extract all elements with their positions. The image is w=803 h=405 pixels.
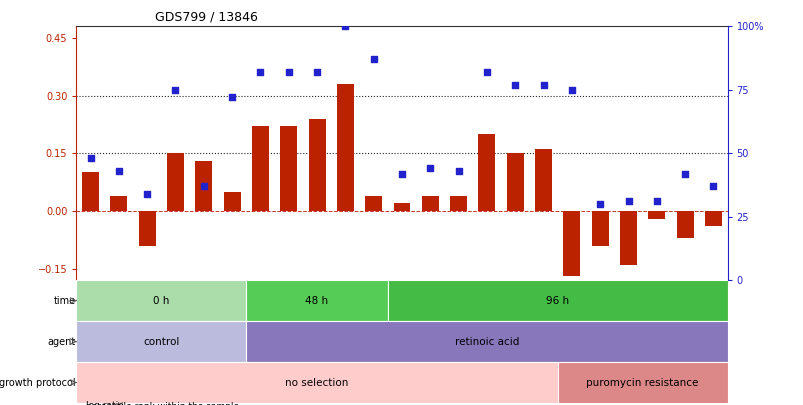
Bar (387, 280, 727, 321)
Point (678, 171, 691, 177)
Bar (138, 211, 156, 245)
Text: retinoic acid: retinoic acid (454, 337, 519, 347)
Bar (76, 280, 246, 321)
Point (536, 81, 549, 88)
Bar (450, 196, 467, 211)
Text: growth protocol: growth protocol (0, 377, 75, 388)
Text: GSM26017: GSM26017 (454, 326, 463, 367)
Text: GSM26011: GSM26011 (284, 326, 293, 367)
Bar (251, 126, 268, 211)
Bar (557, 362, 727, 403)
Bar (336, 84, 353, 211)
Bar (591, 211, 608, 245)
Text: GSM26015: GSM26015 (397, 326, 406, 367)
Point (565, 87, 577, 93)
Text: GSM26006: GSM26006 (142, 326, 152, 368)
Text: GSM25978: GSM25978 (86, 326, 95, 367)
Text: GSM26019: GSM26019 (510, 326, 519, 367)
Point (282, 69, 295, 75)
Point (141, 191, 153, 197)
Bar (563, 211, 580, 276)
Text: 48 h: 48 h (305, 296, 328, 306)
Point (339, 23, 352, 30)
Point (226, 94, 238, 100)
Text: GSM26025: GSM26025 (680, 326, 689, 367)
Bar (393, 203, 410, 211)
Text: no selection: no selection (285, 377, 349, 388)
Text: control: control (143, 337, 179, 347)
Text: 96 h: 96 h (545, 296, 569, 306)
Text: log ratio: log ratio (86, 401, 124, 405)
Point (169, 87, 181, 93)
Bar (223, 192, 240, 211)
Bar (167, 153, 184, 211)
Point (650, 198, 662, 205)
Point (451, 168, 464, 174)
Text: GSM26020: GSM26020 (538, 326, 548, 367)
Text: GSM26016: GSM26016 (426, 326, 434, 367)
Bar (195, 161, 212, 211)
Point (395, 171, 408, 177)
Text: time: time (54, 296, 75, 306)
Point (310, 69, 323, 75)
Point (112, 168, 125, 174)
Bar (76, 321, 246, 362)
Text: GSM26010: GSM26010 (255, 326, 265, 367)
Text: GSM26026: GSM26026 (708, 326, 717, 367)
Point (254, 69, 267, 75)
Bar (704, 211, 721, 226)
Point (593, 201, 606, 207)
Bar (365, 196, 381, 211)
Text: GDS799 / 13846: GDS799 / 13846 (154, 11, 257, 24)
Bar (82, 173, 99, 211)
Text: GSM26007: GSM26007 (171, 326, 180, 368)
Point (367, 56, 380, 62)
Text: GSM26022: GSM26022 (595, 326, 604, 367)
Text: GSM26021: GSM26021 (567, 326, 576, 367)
Bar (246, 280, 387, 321)
Point (706, 183, 719, 190)
Point (480, 69, 493, 75)
Bar (422, 196, 438, 211)
Text: GSM26013: GSM26013 (340, 326, 349, 367)
Text: puromycin resistance: puromycin resistance (585, 377, 698, 388)
Bar (478, 134, 495, 211)
Text: agent: agent (47, 337, 75, 347)
Bar (110, 196, 127, 211)
Bar (76, 362, 557, 403)
Bar (280, 126, 297, 211)
Point (197, 183, 210, 190)
Text: 0 h: 0 h (153, 296, 169, 306)
Text: GSM26024: GSM26024 (651, 326, 661, 367)
Text: GSM26023: GSM26023 (623, 326, 632, 367)
Bar (308, 119, 325, 211)
Text: GSM26014: GSM26014 (369, 326, 377, 367)
Text: GSM26018: GSM26018 (482, 326, 491, 367)
Point (508, 81, 521, 88)
Bar (246, 321, 727, 362)
Bar (676, 211, 693, 238)
Text: GSM26009: GSM26009 (227, 326, 236, 368)
Point (622, 198, 634, 205)
Text: GSM26008: GSM26008 (199, 326, 208, 367)
Point (423, 165, 436, 172)
Bar (619, 211, 636, 265)
Text: GSM25979: GSM25979 (114, 326, 123, 368)
Bar (535, 149, 552, 211)
Bar (647, 211, 665, 219)
Text: percentile rank within the sample: percentile rank within the sample (86, 402, 239, 405)
Bar (506, 153, 523, 211)
Point (84, 155, 97, 162)
Text: GSM26012: GSM26012 (312, 326, 321, 367)
